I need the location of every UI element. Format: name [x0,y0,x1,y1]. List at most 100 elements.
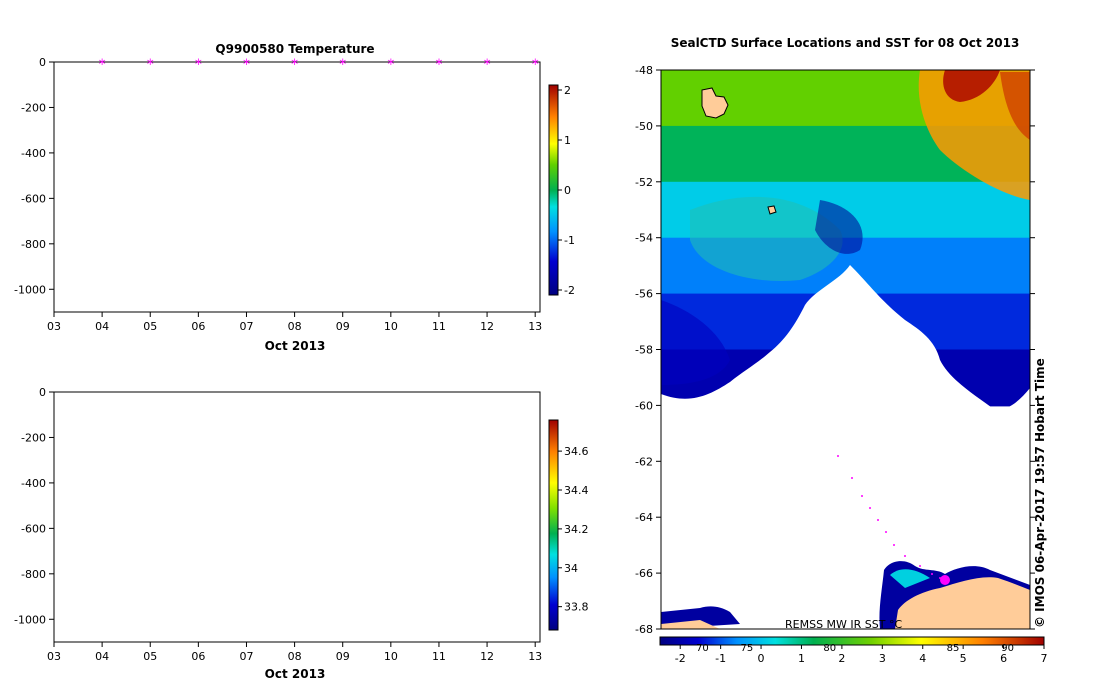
lat-tick-label: -56 [635,288,653,301]
sst-colorbar-tick-label: 6 [1000,652,1007,665]
y-tick-label: -600 [21,192,46,205]
colorbar-tick-label: 2 [564,84,571,97]
track-point [851,477,853,479]
lat-tick-label: -60 [635,399,653,412]
sst-colorbar-tick-label: 1 [798,652,805,665]
y-tick-label: -800 [21,568,46,581]
temperature-plot-area [53,61,541,313]
map-title: SealCTD Surface Locations and SST for 08… [671,36,1020,50]
salinity-x-label: Oct 2013 [265,667,326,681]
track-point [861,495,863,497]
temperature-x-label: Oct 2013 [265,339,326,353]
sst-colorbar-tick-label: 4 [919,652,926,665]
sst-colorbar-secondary-label: 70 [696,643,709,654]
x-tick-label: 09 [336,650,350,663]
temperature-panel: Q9900580 Temperature * * * * * * * * * * 0 -200 -40… [14,42,575,353]
track-point [893,544,895,546]
heard-island [767,205,777,215]
y-tick-label: -600 [21,522,46,535]
x-tick-label: 06 [191,320,205,333]
surface-markers: * * * * * * * * * * [99,57,539,73]
kerguelen-island [701,87,729,119]
salinity-x-axis: 03 04 05 06 07 08 09 10 11 12 13 [47,642,542,663]
imos-timestamp: © IMOS 06-Apr-2017 19:57 Hobart Time [1033,358,1047,628]
sea-ice-region [661,265,1030,629]
surface-marker: * [195,57,202,73]
seal-track [837,455,941,579]
surface-marker: * [243,57,250,73]
track-point [931,573,933,575]
colorbar-tick-label: -1 [564,234,575,247]
lat-tick-label: -58 [635,344,653,357]
x-tick-label: 05 [143,650,157,663]
lat-tick-label: -64 [635,511,653,524]
surface-marker: * [435,57,442,73]
surface-marker: * [339,57,346,73]
sst-map-panel: SealCTD Surface Locations and SST for 08… [635,36,1047,665]
surface-marker: * [387,57,394,73]
sst-colorbar-secondary-label: 80 [823,643,836,654]
salinity-colorbar [548,419,559,631]
colorbar-tick-label: 34.4 [564,484,589,497]
lat-tick-label: -68 [635,623,653,636]
x-tick-label: 10 [384,650,398,663]
x-tick-label: 12 [480,650,494,663]
colorbar-tick-label: 34.6 [564,445,589,458]
sst-colorbar-tick-label: -2 [675,652,686,665]
colorbar-tick-label: 33.8 [564,601,589,614]
polynya-warm-spot [890,569,930,588]
x-tick-label: 13 [528,320,542,333]
temperature-x-axis: 03 04 05 06 07 08 09 10 11 12 13 [47,312,542,333]
y-tick-label: -200 [21,431,46,444]
sst-colorbar-tick-label: 7 [1041,652,1048,665]
surface-marker: * [147,57,154,73]
temperature-y-axis: 0 -200 -400 -600 -800 -1000 [14,56,54,296]
x-tick-label: 08 [288,650,302,663]
y-tick-label: -1000 [14,613,46,626]
y-tick-label: -400 [21,477,46,490]
cool-water-patch [690,196,843,281]
cold-water-patch-west [661,300,730,385]
x-tick-label: 06 [191,650,205,663]
sst-colorbar-secondary-label: 75 [741,643,754,654]
colorbar-tick-label: 34 [564,562,578,575]
surface-marker: * [291,57,298,73]
temperature-colorbar-ticks: 2 1 0 -1 -2 [558,84,575,297]
map-latitude-axis: -48 -50 -52 -54 -56 -58 -60 -62 -64 -66 -68 [635,64,1035,636]
lat-tick-label: -48 [635,64,653,77]
sst-colorbar-secondary-label: 85 [947,643,960,654]
sst-colorbar-tick-label: 2 [838,652,845,665]
y-tick-label: -400 [21,147,46,160]
sst-colorbar-tick-label: 3 [879,652,886,665]
surface-marker: * [532,57,539,73]
map-field: REMSS MW IR SST °C [661,70,1030,629]
x-tick-label: 09 [336,320,350,333]
x-tick-label: 03 [47,650,61,663]
x-tick-label: 11 [432,650,446,663]
sst-colorbar-tick-label: 0 [758,652,765,665]
colorbar-tick-label: -2 [564,284,575,297]
x-tick-label: 13 [528,650,542,663]
sst-colorbar-ticks: -2 -1 0 1 2 3 4 5 6 7 70 75 80 85 90 [675,643,1048,665]
salinity-colorbar-ticks: 34.6 34.4 34.2 34 33.8 [558,445,589,614]
y-tick-label: 0 [39,56,46,69]
warm-water-patch [918,70,1030,200]
sst-colorbar-secondary-label: 90 [1001,643,1014,654]
hot-water-patch [943,70,1000,102]
track-point [877,519,879,521]
x-tick-label: 12 [480,320,494,333]
surface-marker: * [484,57,491,73]
x-tick-label: 04 [95,320,109,333]
salinity-panel: 0 -200 -400 -600 -800 -1000 03 04 05 06 07 08 09 10 1… [14,386,588,681]
x-tick-label: 07 [239,320,253,333]
track-point [869,507,871,509]
lat-tick-label: -62 [635,455,653,468]
hot-water-patch-east [1000,72,1030,140]
sst-colorbar [659,636,1045,646]
y-tick-label: 0 [39,386,46,399]
lat-tick-label: -50 [635,120,653,133]
x-tick-label: 04 [95,650,109,663]
x-tick-label: 11 [432,320,446,333]
surface-marker: * [99,57,106,73]
